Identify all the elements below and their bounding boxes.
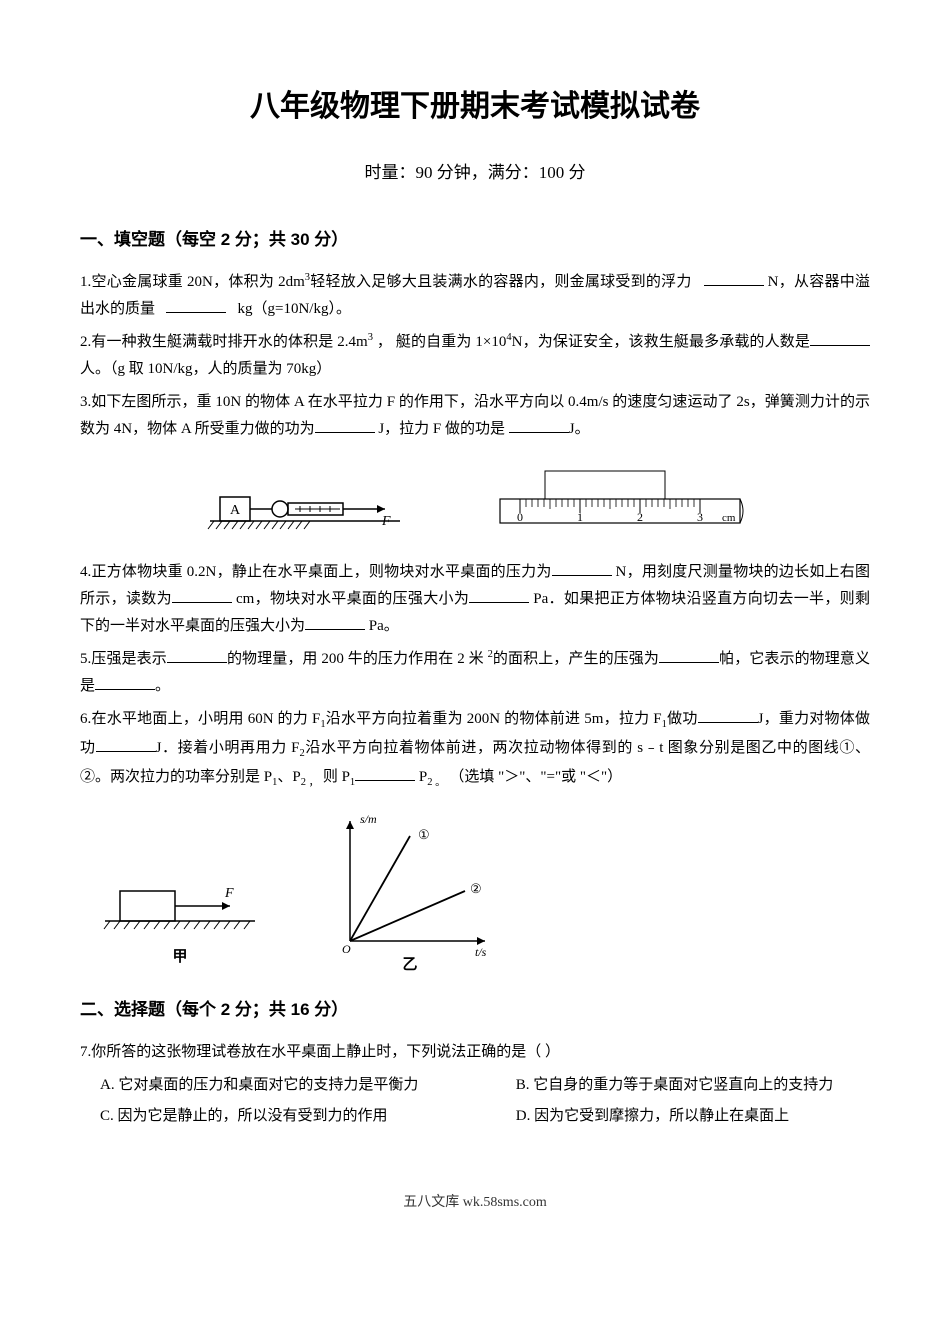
- q4-text-e: Pa。: [365, 618, 399, 634]
- q6-sub7: 2 。: [427, 777, 445, 788]
- q6-text-a: 6.在水平地面上，小明用 60N 的力 F: [80, 711, 320, 727]
- q7-option-b[interactable]: B. 它自身的重力等于桌面对它竖直向上的支持力: [516, 1072, 870, 1099]
- q5-text-e: 。: [155, 678, 170, 694]
- figure-block-force: F 甲: [100, 861, 260, 971]
- q4-blank-4[interactable]: [305, 615, 365, 630]
- q1-text-b: 轻轻放入足够大且装满水的容器内，则金属球受到的浮力: [310, 274, 692, 290]
- fig6a-force-label: F: [224, 886, 234, 901]
- q6-text-g: 、P: [277, 769, 300, 785]
- fig6b-y-label: s/m: [360, 812, 377, 826]
- q7-option-c[interactable]: C. 因为它是静止的，所以没有受到力的作用: [100, 1103, 516, 1130]
- q4-text-c: cm，物块对水平桌面的压强大小为: [232, 591, 469, 607]
- q3-text-c: J。: [569, 421, 590, 437]
- force-label: F: [381, 514, 391, 529]
- question-7-options: A. 它对桌面的压力和桌面对它的支持力是平衡力 B. 它自身的重力等于桌面对它竖…: [100, 1072, 870, 1130]
- q5-text-c: 的面积上，产生的压强为: [493, 651, 659, 667]
- q4-blank-3[interactable]: [469, 588, 529, 603]
- ruler-tick-3: 3: [697, 510, 703, 524]
- q6-blank-3[interactable]: [355, 766, 415, 781]
- q5-text-a: 5.压强是表示: [80, 651, 167, 667]
- fig6b-origin: O: [342, 942, 351, 956]
- q2-text-b: ， 艇的自重为 1×10: [373, 334, 506, 350]
- q6-text-b: 沿水平方向拉着重为 200N 的物体前进 5m，拉力 F: [326, 711, 662, 727]
- q6-text-c: 做功: [667, 711, 698, 727]
- page-footer: 五八文库 wk.58sms.com: [80, 1190, 870, 1215]
- question-5: 5.压强是表示的物理量，用 200 牛的压力作用在 2 米 2的面积上，产生的压…: [80, 646, 870, 700]
- q6-text-i: P: [415, 769, 427, 785]
- question-6: 6.在水平地面上，小明用 60N 的力 F1沿水平方向拉着重为 200N 的物体…: [80, 706, 870, 793]
- q4-blank-1[interactable]: [552, 561, 612, 576]
- ruler-tick-2: 2: [637, 510, 643, 524]
- fig6b-bottom-label: 乙: [402, 957, 417, 971]
- ruler-tick-1: 1: [577, 510, 583, 524]
- question-1: 1.空心金属球重 20N，体积为 2dm3轻轻放入足够大且装满水的容器内，则金属…: [80, 269, 870, 323]
- q1-text-d: kg（g=10N/kg）。: [234, 301, 351, 317]
- q1-text-a: 1.空心金属球重 20N，体积为 2dm: [80, 274, 305, 290]
- figure-row-q6: F 甲 ① ② s/m t/s O 乙: [100, 811, 870, 971]
- q5-text-b: 的物理量，用 200 牛的压力作用在 2 米: [227, 651, 488, 667]
- q2-text-c: N，为保证安全，该救生艇最多承载的人数是: [512, 334, 810, 350]
- figure-spring-scale: A F: [200, 461, 410, 541]
- section-2-header: 二、选择题（每个 2 分；共 16 分）: [80, 995, 870, 1026]
- q2-text-a: 2.有一种救生艇满载时排开水的体积是 2.4m: [80, 334, 368, 350]
- q5-blank-1[interactable]: [167, 648, 227, 663]
- q5-blank-2[interactable]: [659, 648, 719, 663]
- page-title: 八年级物理下册期末考试模拟试卷: [80, 80, 870, 134]
- ruler-tick-0: 0: [517, 510, 523, 524]
- q6-text-j: （选填 "＞"、"="或 "＜"）: [446, 769, 622, 785]
- q4-text-a: 4.正方体物块重 0.2N，静止在水平桌面上，则物块对水平桌面的压力为: [80, 564, 552, 580]
- page-subtitle: 时量：90 分钟，满分：100 分: [80, 158, 870, 189]
- q6-text-h: 则 P: [319, 769, 350, 785]
- q6-blank-1[interactable]: [698, 708, 758, 723]
- question-3: 3.如下左图所示，重 10N 的物体 A 在水平拉力 F 的作用下，沿水平方向以…: [80, 389, 870, 443]
- ruler-unit: cm: [722, 512, 736, 524]
- question-7-stem: 7.你所答的这张物理试卷放在水平桌面上静止时，下列说法正确的是（ ）: [80, 1039, 870, 1066]
- figure-row-q3: A F 0 1 2 3: [80, 461, 870, 541]
- fig6a-bottom-label: 甲: [172, 948, 187, 965]
- q5-blank-3[interactable]: [95, 675, 155, 690]
- question-2: 2.有一种救生艇满载时排开水的体积是 2.4m3 ， 艇的自重为 1×104N，…: [80, 329, 870, 383]
- fig6b-line2: ②: [470, 881, 482, 896]
- q6-text-e: J．接着小明再用力 F: [156, 740, 300, 756]
- block-label: A: [230, 503, 241, 518]
- question-4: 4.正方体物块重 0.2N，静止在水平桌面上，则物块对水平桌面的压力为 N，用刻…: [80, 559, 870, 640]
- q2-blank-1[interactable]: [810, 331, 870, 346]
- q6-blank-2[interactable]: [96, 737, 156, 752]
- q4-blank-2[interactable]: [172, 588, 232, 603]
- q1-blank-1[interactable]: [704, 271, 764, 286]
- section-1-header: 一、填空题（每空 2 分；共 30 分）: [80, 225, 870, 256]
- q6-sub5: 2 ，: [301, 777, 319, 788]
- q3-blank-1[interactable]: [315, 418, 375, 433]
- q3-text-b: J，拉力 F 做的功是: [375, 421, 509, 437]
- fig6b-x-label: t/s: [475, 945, 487, 959]
- q2-text-d: 人。（g 取 10N/kg，人的质量为 70kg）: [80, 361, 331, 377]
- figure-st-graph: ① ② s/m t/s O 乙: [320, 811, 500, 971]
- q3-blank-2[interactable]: [509, 418, 569, 433]
- figure-ruler: 0 1 2 3 cm: [490, 466, 750, 536]
- q7-option-a[interactable]: A. 它对桌面的压力和桌面对它的支持力是平衡力: [100, 1072, 516, 1099]
- q1-blank-2[interactable]: [166, 298, 226, 313]
- q7-option-d[interactable]: D. 因为它受到摩擦力，所以静止在桌面上: [516, 1103, 870, 1130]
- fig6b-line1: ①: [418, 827, 430, 842]
